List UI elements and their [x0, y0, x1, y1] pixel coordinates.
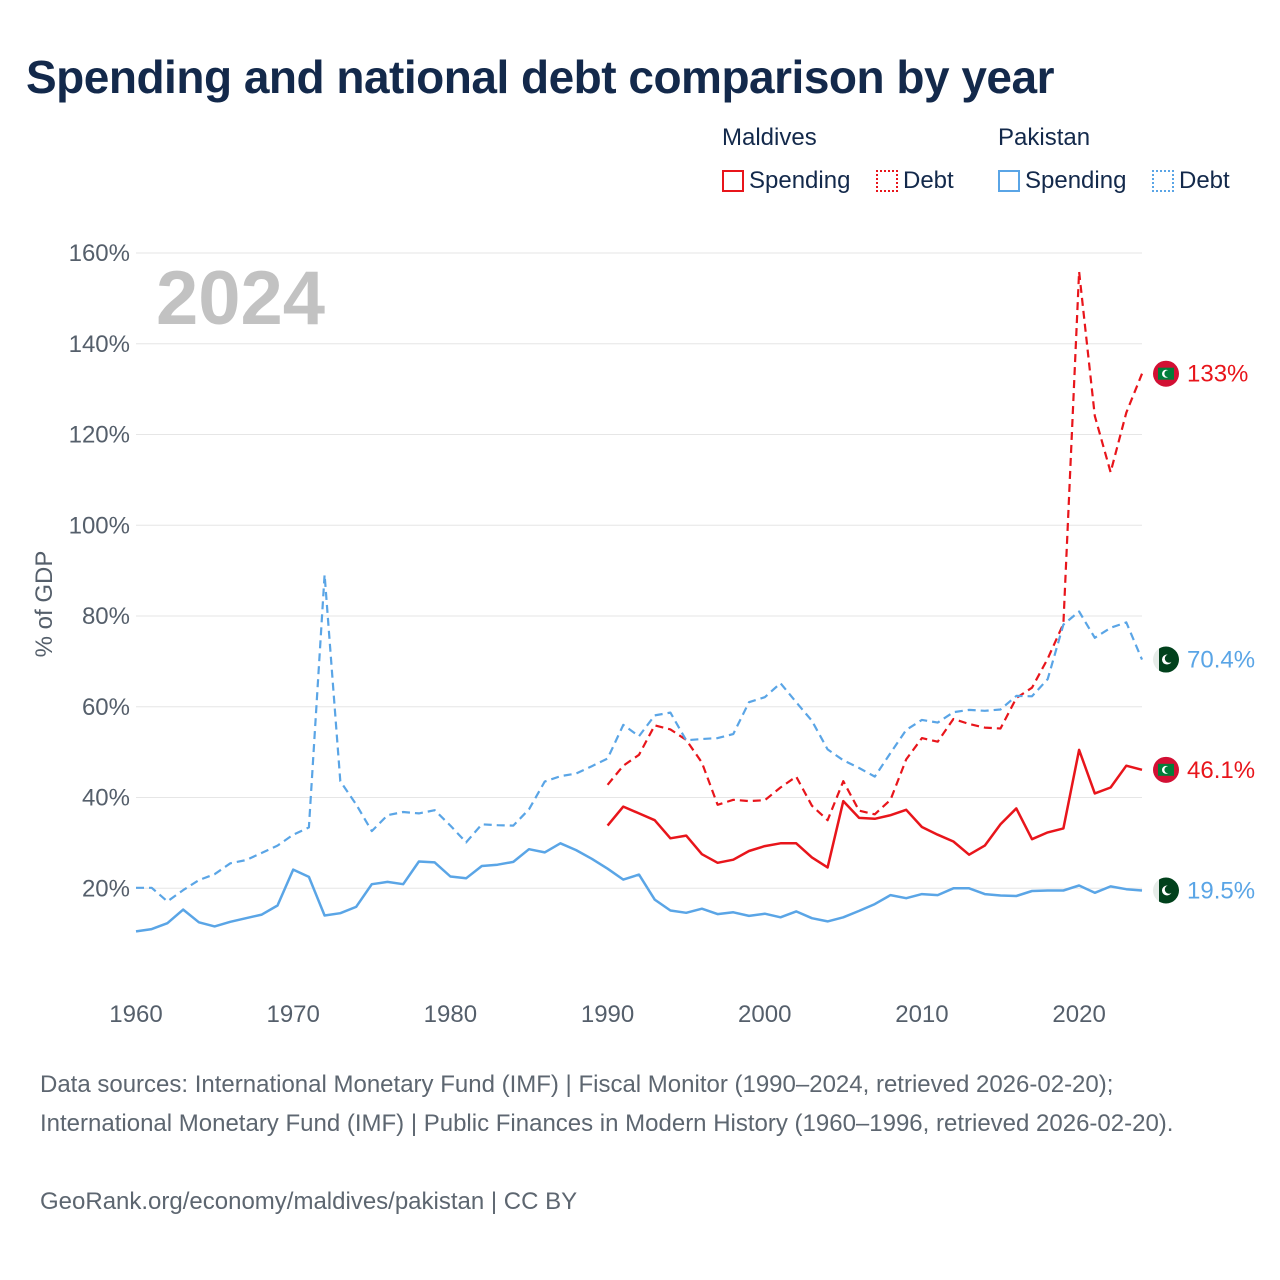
end-value-label: 19.5%	[1187, 878, 1255, 905]
series-line-maldives-debt	[606, 270, 1144, 822]
flag-crescent-cut	[1164, 766, 1172, 774]
x-tick-label: 1970	[266, 1001, 319, 1028]
legend-pakistan-spending[interactable]: Spending	[998, 166, 1126, 196]
legend-swatch-solid-icon	[998, 170, 1020, 192]
legend-maldives-spending[interactable]: Spending	[722, 166, 850, 196]
flag-crescent-cut	[1164, 370, 1172, 378]
flag-crescent-cut	[1164, 885, 1174, 894]
legend-maldives-debt[interactable]: Debt	[876, 166, 954, 196]
y-tick-label: 140%	[69, 331, 130, 358]
y-tick-label: 60%	[82, 694, 130, 721]
pakistan-flag-icon	[1153, 646, 1179, 673]
legend-pakistan-debt[interactable]: Debt	[1152, 166, 1230, 196]
legend-label: Spending	[749, 167, 851, 194]
maldives-flag-icon	[1153, 360, 1179, 387]
end-value-label: 70.4%	[1187, 647, 1255, 674]
legend-label: Debt	[903, 167, 954, 194]
legend-swatch-solid-icon	[722, 170, 744, 192]
x-tick-label: 2010	[895, 1001, 948, 1028]
flag-crescent-cut	[1164, 654, 1174, 663]
series-line-maldives-spending	[606, 748, 1143, 869]
legend-swatch-dotted-icon	[1152, 170, 1174, 192]
legend-group-pakistan: Pakistan	[998, 124, 1091, 151]
y-axis-label: % of GDP	[31, 551, 58, 658]
series-line-pakistan-spending	[135, 842, 1143, 933]
credit-link[interactable]: GeoRank.org/economy/maldives/pakistan | …	[40, 1188, 578, 1215]
maldives-flag-icon	[1153, 756, 1179, 783]
y-tick-label: 20%	[82, 875, 130, 902]
x-tick-label: 2020	[1052, 1001, 1105, 1028]
legend-label: Debt	[1179, 167, 1230, 194]
legend-swatch-dotted-icon	[876, 170, 898, 192]
year-watermark: 2024	[156, 256, 325, 341]
x-tick-label: 1980	[424, 1001, 477, 1028]
y-tick-label: 160%	[69, 240, 130, 267]
y-tick-label: 40%	[82, 785, 130, 812]
chart-title: Spending and national debt comparison by…	[26, 51, 1055, 103]
y-tick-label: 120%	[69, 422, 130, 449]
y-tick-label: 100%	[69, 512, 130, 539]
pakistan-flag-icon	[1153, 877, 1179, 904]
line-chart: 2024 20% 40% 60% 80% 100% 120% 140% 160% 1960 1970…	[31, 240, 1255, 1028]
end-value-label: 133%	[1187, 361, 1248, 388]
flag-white-band	[1153, 646, 1159, 673]
y-tick-label: 80%	[82, 603, 130, 630]
data-sources-note: Data sources: International Monetary Fun…	[40, 1071, 1174, 1137]
flag-white-band	[1153, 877, 1159, 904]
x-tick-label: 2000	[738, 1001, 791, 1028]
legend-group-maldives: Maldives	[722, 124, 817, 151]
end-value-label: 46.1%	[1187, 757, 1255, 784]
x-tick-label: 1990	[581, 1001, 634, 1028]
x-tick-label: 1960	[109, 1001, 162, 1028]
legend-label: Spending	[1025, 167, 1127, 194]
series-line-pakistan-debt	[136, 573, 1144, 903]
